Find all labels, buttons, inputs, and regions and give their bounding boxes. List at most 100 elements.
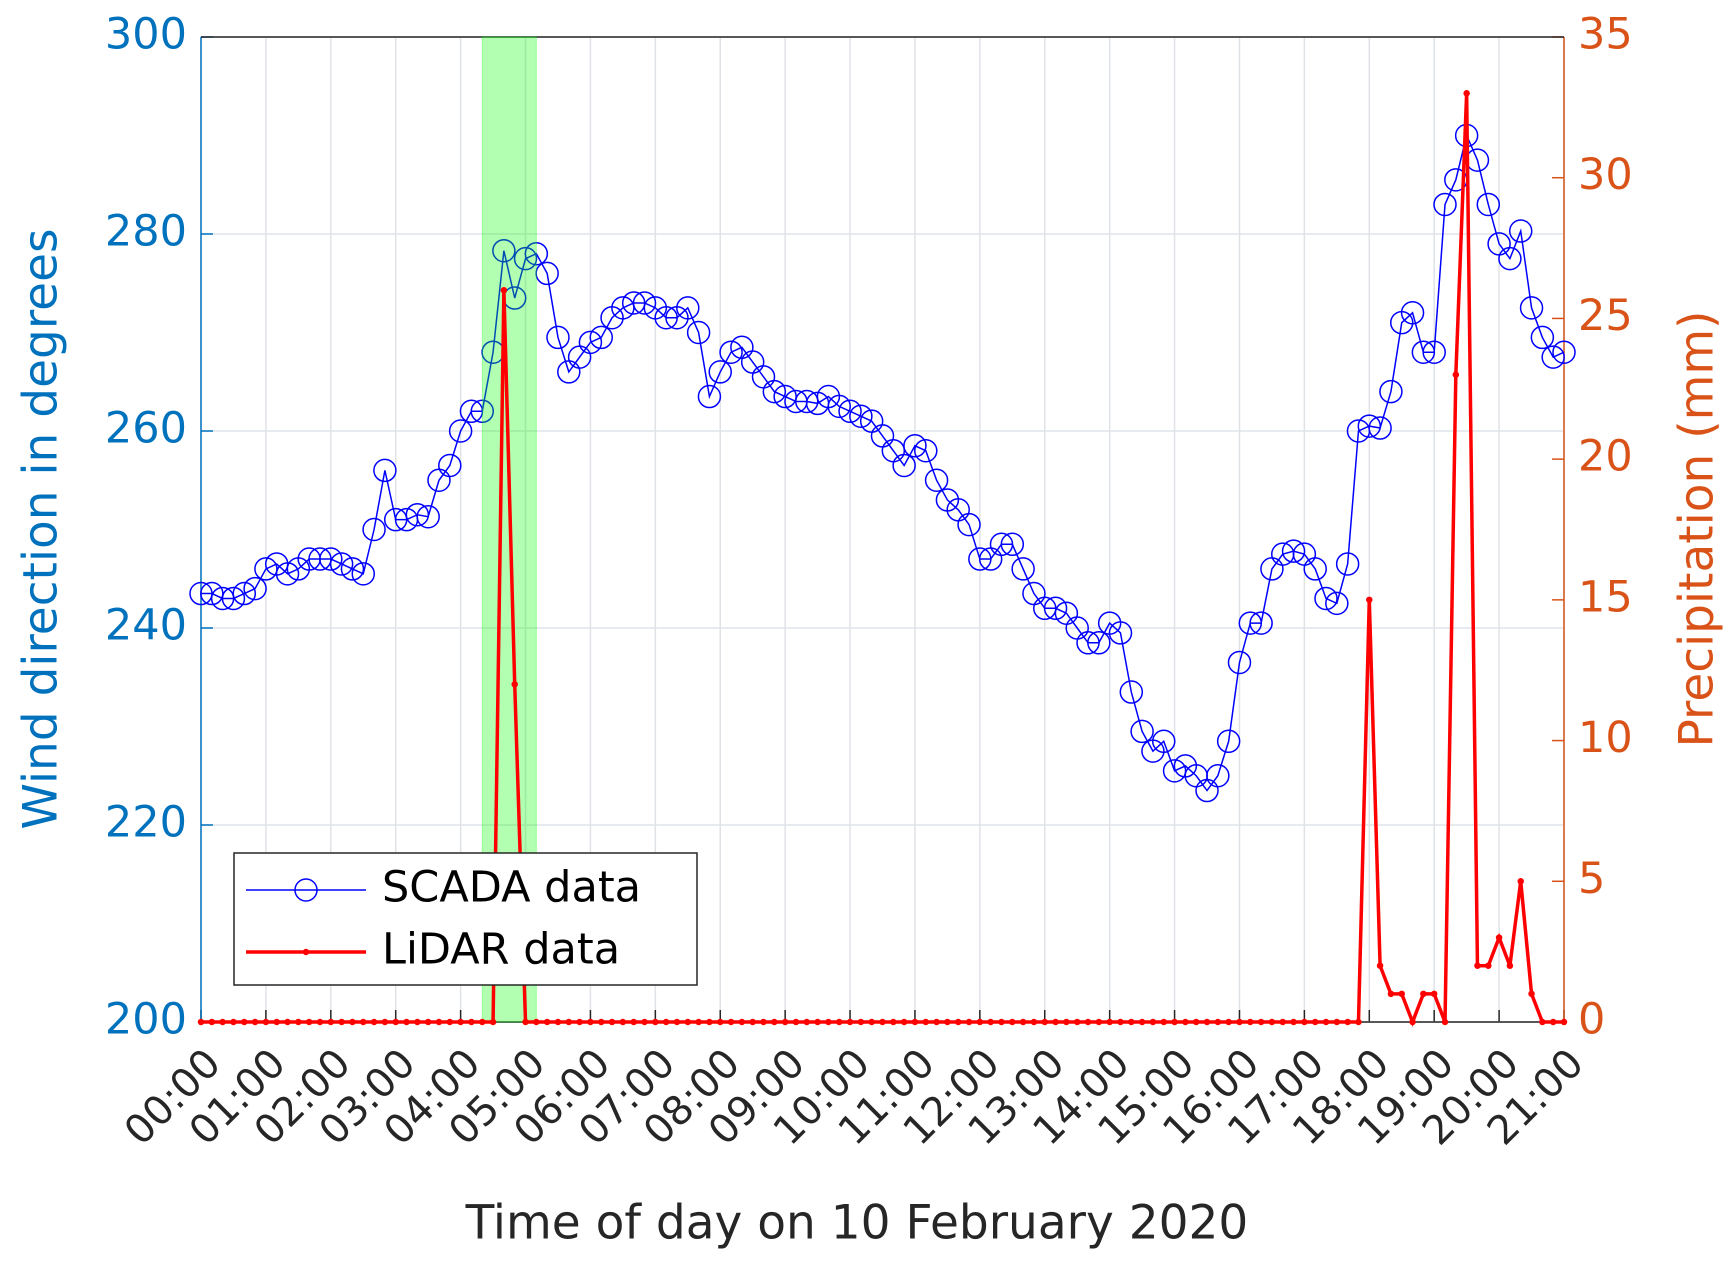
legend-box: [233, 852, 698, 986]
data-dot: [1117, 1018, 1124, 1026]
data-point: [513, 246, 538, 271]
data-point: [1530, 325, 1555, 350]
data-dot: [662, 1018, 670, 1026]
data-dot: [1322, 1018, 1330, 1026]
data-dot: [273, 1018, 280, 1026]
data-point: [1335, 552, 1360, 576]
data-dot: [1041, 1018, 1049, 1026]
data-point: [275, 562, 300, 586]
data-dot: [284, 1018, 291, 1026]
data-dot: [1279, 1018, 1286, 1026]
data-point: [1238, 611, 1263, 635]
data-dot: [1549, 1018, 1557, 1026]
data-dot: [262, 1018, 270, 1026]
data-point: [524, 241, 549, 266]
data-dot: [1171, 1018, 1178, 1026]
data-point: [373, 458, 397, 483]
data-dot: [771, 1018, 778, 1026]
data-point: [1076, 631, 1100, 655]
data-dot: [1160, 1018, 1168, 1026]
data-dot: [554, 1018, 562, 1026]
data-dot: [1398, 990, 1405, 998]
data-point: [1206, 764, 1230, 788]
data-dot: [468, 1018, 475, 1026]
data-dot: [1311, 1018, 1319, 1026]
data-dot: [911, 1018, 919, 1026]
data-point: [1087, 631, 1111, 655]
data-dot: [1355, 1018, 1362, 1026]
data-point: [459, 399, 484, 424]
y2-tick-label: 0: [1578, 995, 1605, 1045]
data-dot: [295, 1018, 302, 1026]
data-dot: [976, 1018, 984, 1026]
data-dot: [1387, 990, 1395, 998]
data-dot: [435, 1018, 443, 1026]
data-point: [1400, 301, 1425, 325]
data-dot: [1506, 962, 1514, 969]
data-dot: [803, 1018, 811, 1026]
data-point: [546, 325, 570, 350]
data-dot: [1344, 1018, 1351, 1026]
data-point: [654, 305, 678, 330]
data-dot: [673, 1018, 681, 1026]
data-point: [849, 404, 873, 428]
data-dot: [1128, 1018, 1135, 1026]
legend-label: LiDAR data: [382, 925, 620, 975]
data-point: [1216, 729, 1241, 754]
data-point: [1325, 591, 1349, 616]
data-dot: [1333, 1018, 1341, 1026]
data-dot: [1073, 1018, 1081, 1026]
y2-tick-label: 10: [1578, 713, 1633, 763]
data-dot: [446, 1018, 454, 1026]
data-point: [1249, 611, 1273, 635]
data-point: [329, 552, 354, 576]
data-dot: [1030, 1018, 1038, 1026]
data-dot: [1290, 1018, 1297, 1026]
data-dot: [251, 1018, 259, 1026]
data-dot: [965, 1018, 973, 1026]
data-point: [416, 504, 440, 529]
data-point: [1411, 340, 1436, 364]
data-point: [1000, 532, 1025, 557]
y-tick-label: 300: [105, 10, 187, 60]
data-dot: [1528, 990, 1535, 998]
data-dot: [1268, 1018, 1276, 1026]
data-point: [1152, 729, 1176, 754]
data-dot: [727, 1018, 735, 1026]
data-point: [1281, 539, 1306, 563]
data-dot: [1517, 878, 1524, 885]
data-dot: [1106, 1018, 1113, 1026]
data-dot: [587, 1018, 594, 1026]
y2-tick-label: 30: [1578, 150, 1633, 200]
data-point: [719, 340, 743, 364]
data-dot: [954, 1018, 962, 1026]
data-dot: [1095, 1018, 1103, 1026]
data-dot: [630, 1018, 637, 1026]
y-tick-label: 240: [105, 601, 187, 651]
data-point: [1108, 621, 1133, 645]
data-dot: [1192, 1018, 1200, 1026]
data-dot: [1485, 962, 1492, 969]
x-axis-label: Time of day on 10 February 2020: [465, 1196, 1249, 1251]
data-point: [438, 453, 462, 478]
data-dot: [922, 1018, 930, 1026]
y2-axis-label: Precipitation (mm): [1670, 311, 1725, 748]
data-dot: [619, 1018, 627, 1026]
data-dot: [1420, 990, 1427, 998]
data-point: [1043, 596, 1068, 621]
data-dot: [424, 1018, 432, 1026]
data-point: [578, 330, 603, 355]
y-tick-label: 280: [105, 207, 187, 257]
data-dot: [760, 1018, 767, 1026]
data-dot: [1539, 1018, 1546, 1026]
data-point: [686, 320, 711, 345]
data-point: [762, 379, 787, 404]
data-point: [1314, 586, 1338, 611]
data-point: [1552, 340, 1576, 364]
data-dot: [781, 1018, 789, 1026]
data-dot: [1463, 90, 1470, 97]
data-dot: [792, 1018, 800, 1026]
y-tick-label: 260: [105, 404, 187, 454]
data-dot: [825, 1018, 832, 1026]
data-point: [1303, 557, 1327, 581]
